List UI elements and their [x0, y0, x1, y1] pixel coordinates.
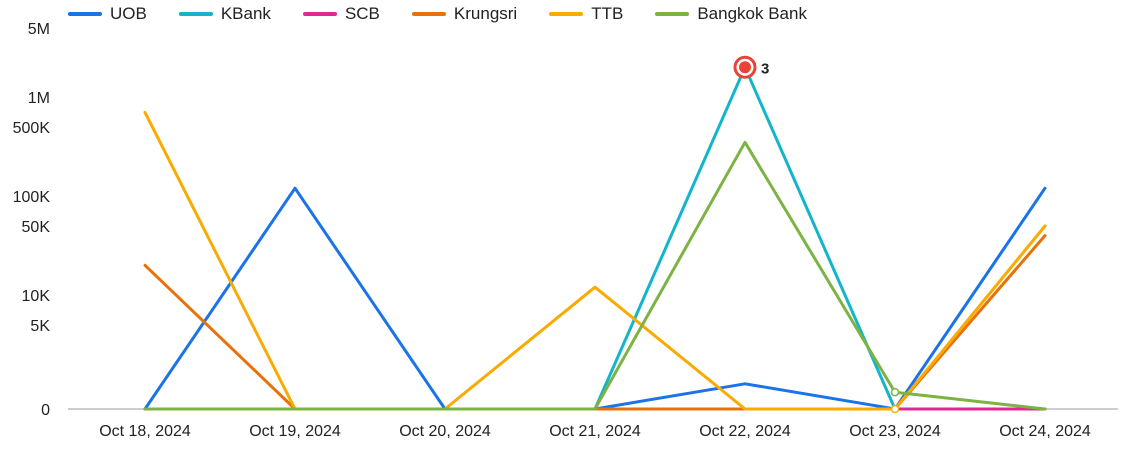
- legend-item-uob[interactable]: UOB: [68, 4, 147, 24]
- legend-label: KBank: [220, 4, 271, 23]
- x-tick-label: Oct 22, 2024: [699, 423, 791, 440]
- legend-swatch: [549, 12, 584, 16]
- y-tick-label: 10K: [22, 288, 51, 305]
- legend-swatch: [411, 12, 446, 16]
- legend-swatch: [178, 12, 213, 16]
- x-tick-label: Oct 23, 2024: [849, 423, 941, 440]
- series-line-uob: [143, 186, 1047, 411]
- y-tick-label: 5K: [30, 318, 50, 335]
- legend-label: SCB: [344, 4, 380, 23]
- legend-swatch: [655, 12, 690, 16]
- y-tick-label: 50K: [22, 219, 51, 236]
- x-tick-label: Oct 19, 2024: [249, 423, 341, 440]
- x-tick-label: Oct 20, 2024: [399, 423, 491, 440]
- y-tick-label: 100K: [13, 189, 51, 206]
- series-line-bangkok-bank: [143, 140, 1047, 411]
- legend-item-ttb[interactable]: TTB: [549, 4, 623, 24]
- chart-legend: UOB KBank SCB Krungsri TTB Bangkok Bank: [68, 4, 839, 24]
- legend-label: UOB: [110, 4, 147, 23]
- legend-item-kbank[interactable]: KBank: [178, 4, 271, 24]
- x-tick-label: Oct 18, 2024: [99, 423, 191, 440]
- x-tick-label: Oct 21, 2024: [549, 423, 641, 440]
- data-point-ttb: [890, 404, 900, 414]
- legend-item-bangkok-bank[interactable]: Bangkok Bank: [655, 4, 807, 24]
- y-tick-label: 0: [41, 402, 50, 419]
- annotation-label: 3: [761, 60, 769, 77]
- y-tick-label: 5M: [28, 21, 50, 38]
- annotation-marker-dot: [739, 61, 751, 74]
- legend-swatch: [68, 12, 102, 16]
- x-tick-label: Oct 24, 2024: [999, 423, 1091, 440]
- data-point-bangkok-bank: [890, 387, 900, 397]
- legend-label: TTB: [591, 4, 624, 23]
- y-tick-label: 1M: [28, 90, 50, 107]
- series-line-krungsri: [143, 234, 1047, 411]
- legend-label: Bangkok Bank: [697, 4, 807, 23]
- y-tick-label: 500K: [13, 120, 51, 137]
- legend-item-scb[interactable]: SCB: [302, 4, 380, 24]
- legend-swatch: [302, 12, 337, 16]
- legend-label: Krungsri: [453, 4, 518, 23]
- legend-item-krungsri[interactable]: Krungsri: [411, 4, 518, 24]
- series-line-kbank: [143, 65, 1047, 411]
- series-line-ttb: [143, 110, 1047, 411]
